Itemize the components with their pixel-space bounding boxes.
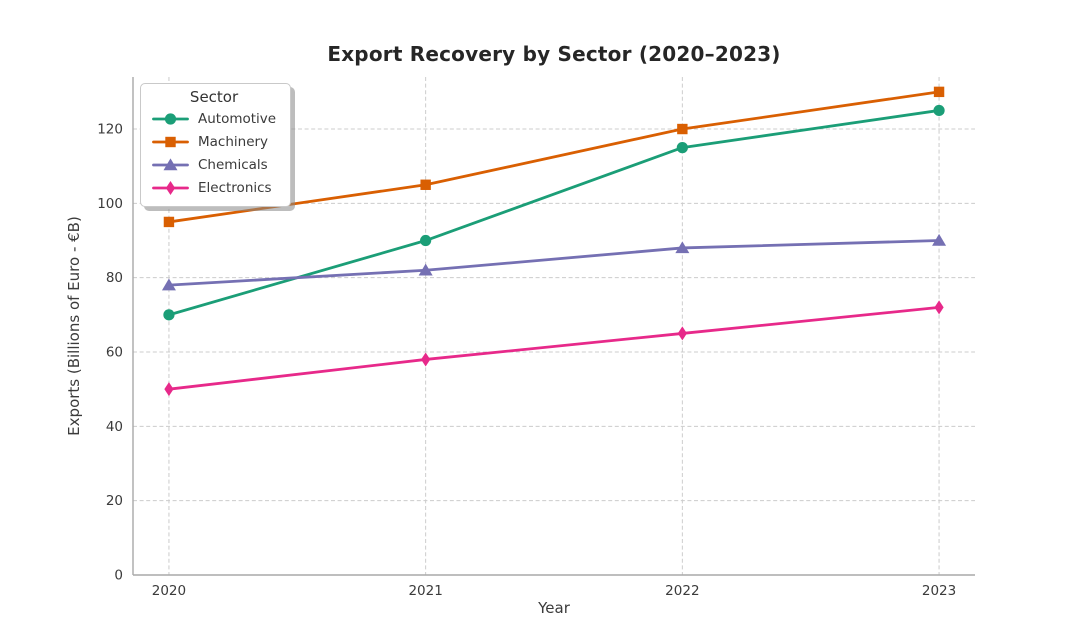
x-tick-label: 2023 xyxy=(922,583,956,599)
x-axis-label: Year xyxy=(538,599,570,617)
x-tick-label: 2021 xyxy=(408,583,442,599)
legend-marker-triangle-icon xyxy=(152,157,189,170)
legend-swatch-electronics xyxy=(152,180,189,196)
x-tick-label: 2020 xyxy=(152,583,186,599)
y-tick-label: 60 xyxy=(106,345,123,361)
legend-label-chemicals: Chemicals xyxy=(198,156,268,173)
y-tick-label: 80 xyxy=(106,270,123,286)
data-point-automotive xyxy=(676,142,688,154)
data-point-chemicals xyxy=(161,278,176,291)
legend-item-chemicals: Chemicals xyxy=(152,153,276,176)
y-tick-label: 20 xyxy=(106,493,123,509)
legend-item-automotive: Automotive xyxy=(152,107,276,130)
legend-swatch-marker xyxy=(165,180,176,195)
legend-label-automotive: Automotive xyxy=(198,110,277,127)
legend-item-machinery: Machinery xyxy=(152,130,276,153)
data-point-electronics xyxy=(421,352,431,367)
data-point-chemicals xyxy=(418,263,433,276)
data-point-electronics xyxy=(677,326,687,341)
y-tick-label: 40 xyxy=(106,419,123,435)
data-point-electronics xyxy=(934,300,944,315)
series-line-electronics xyxy=(167,306,941,391)
legend-swatch-marker xyxy=(164,112,177,125)
legend-swatch-marker xyxy=(163,157,178,170)
y-axis-label: Exports (Billions of Euro - €B) xyxy=(65,216,83,436)
legend-swatch-chemicals xyxy=(152,157,189,173)
legend-marker-square-icon xyxy=(152,136,189,147)
legend-swatch-machinery xyxy=(152,134,189,150)
legend-label-electronics: Electronics xyxy=(198,179,272,196)
y-tick-label: 0 xyxy=(114,568,123,584)
chart-title: Export Recovery by Sector (2020–2023) xyxy=(327,42,781,66)
legend-item-electronics: Electronics xyxy=(152,176,276,199)
data-point-electronics xyxy=(164,382,174,397)
data-point-machinery xyxy=(163,216,175,228)
legend-swatch-marker xyxy=(165,136,176,147)
data-point-machinery xyxy=(677,123,688,135)
legend: Sector Automotive Machinery Chemicals El… xyxy=(140,83,292,207)
legend-label-machinery: Machinery xyxy=(198,133,269,150)
x-tick-label: 2022 xyxy=(665,583,699,599)
data-point-automotive xyxy=(420,234,432,247)
series-line-machinery xyxy=(167,90,941,224)
data-point-automotive xyxy=(163,309,175,321)
legend-title: Sector xyxy=(189,88,239,106)
y-tick-label: 120 xyxy=(97,122,123,138)
data-point-machinery xyxy=(933,86,945,98)
data-point-chemicals xyxy=(675,241,690,254)
data-point-automotive xyxy=(933,104,945,117)
legend-swatch-automotive xyxy=(152,111,189,127)
legend-marker-diamond-icon xyxy=(152,180,189,195)
data-point-machinery xyxy=(420,179,431,190)
legend-marker-circle-icon xyxy=(152,112,189,125)
series-line-chemicals xyxy=(167,239,941,287)
data-point-chemicals xyxy=(932,233,947,246)
y-tick-label: 100 xyxy=(97,196,123,212)
